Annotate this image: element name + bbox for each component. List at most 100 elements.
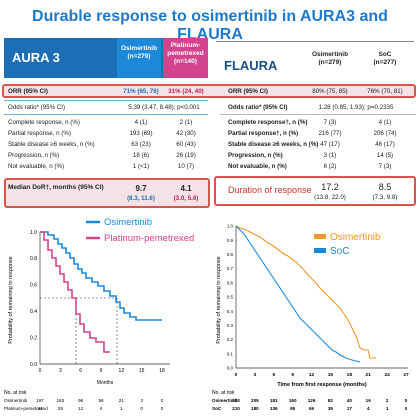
risk-title: No. at risk bbox=[212, 390, 235, 396]
risk-value: 1 bbox=[120, 406, 123, 411]
risk-value: 95 bbox=[290, 406, 296, 411]
divider bbox=[220, 114, 416, 115]
orr-label: ORR (95% CI) bbox=[8, 88, 48, 95]
y-tick-label: 0.9 bbox=[227, 238, 234, 243]
dor-platinum-ci: (3.0, 5.6) bbox=[173, 195, 199, 202]
risk-value: 0 bbox=[161, 406, 164, 411]
response-value-arm1: 7 (3) bbox=[323, 119, 337, 126]
flaura-osimertinib-column-header: Osimertinib (n=279) bbox=[300, 51, 360, 67]
risk-value: 2 bbox=[386, 398, 389, 403]
aura3-osimertinib-column-header: Osimertinib (n=279) bbox=[117, 38, 161, 78]
x-tick-label: 12 bbox=[119, 368, 125, 374]
response-label: Partial response, n (%) bbox=[8, 130, 71, 137]
risk-value: 126 bbox=[308, 398, 316, 403]
y-tick-label: 0.2 bbox=[30, 335, 37, 341]
y-axis-label: Probability of remaining in response bbox=[8, 256, 14, 343]
flaura-top-rule bbox=[216, 41, 414, 42]
y-tick-label: 0.8 bbox=[30, 256, 37, 262]
orr-platinum: 31% (24, 40) bbox=[168, 88, 204, 95]
x-axis-label: Months bbox=[97, 380, 114, 386]
x-tick-label: 18 bbox=[347, 372, 353, 378]
km-osimertinib-curve bbox=[40, 231, 162, 321]
risk-value: 17 bbox=[347, 406, 353, 411]
orr-highlight-band bbox=[2, 84, 416, 98]
risk-value: 180 bbox=[251, 406, 259, 411]
x-tick-label: 9 bbox=[100, 368, 103, 374]
km-platinum-curve bbox=[40, 231, 110, 353]
x-tick-label: 12 bbox=[309, 372, 315, 378]
response-value-arm1: 63 (23) bbox=[131, 141, 151, 148]
risk-title: No. at risk bbox=[4, 390, 27, 396]
response-value-arm2: 7 (3) bbox=[378, 163, 392, 170]
col-label: Osimertinib bbox=[120, 45, 158, 52]
response-label: Complete response†, n (%) bbox=[228, 119, 308, 126]
col-n: (n=277) bbox=[373, 59, 397, 66]
aura3-title: AURA 3 bbox=[12, 50, 60, 65]
col-label: SoC bbox=[378, 51, 392, 58]
dor-osimertinib-ci: (8.3, 11.6) bbox=[127, 195, 155, 202]
orr-osimertinib: 71% (65, 76) bbox=[123, 88, 159, 95]
col-label: Platinum- bbox=[170, 42, 201, 49]
response-value-arm2: 14 (5) bbox=[376, 152, 394, 159]
risk-value: 39 bbox=[328, 406, 334, 411]
col-n: (n=140) bbox=[174, 58, 197, 65]
risk-row-label: Osimertinib bbox=[212, 398, 238, 403]
y-tick-label: 0.4 bbox=[30, 309, 37, 315]
legend-label-osimertinib: Osimertinib bbox=[104, 217, 152, 228]
risk-value: 136 bbox=[270, 406, 278, 411]
dor-osimertinib: 9.7 bbox=[135, 184, 147, 193]
x-tick-label: 3 bbox=[254, 372, 257, 378]
x-tick-label: 27 bbox=[403, 372, 409, 378]
col-n: (n=279) bbox=[318, 59, 342, 66]
response-label: Partial response†, n (%) bbox=[228, 130, 299, 137]
response-value-arm1: 6 (2) bbox=[323, 163, 337, 170]
response-value-arm2: 206 (74) bbox=[373, 130, 397, 137]
risk-value: 160 bbox=[289, 398, 297, 403]
risk-value: 197 bbox=[36, 398, 44, 403]
odds-value: 1.28 (0.85, 1.93); p=0.2335 bbox=[318, 104, 394, 111]
flaura-title: FLAURA bbox=[224, 58, 278, 73]
x-tick-label: 18 bbox=[159, 368, 165, 374]
response-value-arm2: 60 (43) bbox=[176, 141, 196, 148]
risk-row-label: Osimertinib bbox=[4, 398, 28, 403]
risk-value: 1 bbox=[386, 406, 389, 411]
risk-value: 210 bbox=[232, 406, 240, 411]
flaura-soc-column-header: SoC (n=277) bbox=[358, 51, 412, 67]
response-value-arm2: 10 (7) bbox=[177, 163, 195, 170]
response-value-arm1: 3 (1) bbox=[323, 152, 337, 159]
y-tick-label: 0.0 bbox=[227, 366, 234, 371]
response-value-arm2: 26 (19) bbox=[176, 152, 196, 159]
y-tick-label: 0.6 bbox=[30, 283, 37, 289]
response-value-arm1: 193 (69) bbox=[129, 130, 153, 137]
x-tick-label: 9 bbox=[291, 372, 294, 378]
risk-value: 4 bbox=[100, 406, 103, 411]
flaura-dor-label: Duration of response bbox=[228, 185, 312, 195]
km-soc-curve bbox=[235, 225, 361, 363]
dor-osimertinib: 17.2 bbox=[321, 182, 339, 192]
risk-value: 223 bbox=[232, 398, 240, 403]
y-tick-label: 0.7 bbox=[227, 266, 234, 271]
response-value-arm1: 47 (17) bbox=[320, 141, 340, 148]
x-tick-label: 15 bbox=[139, 368, 145, 374]
response-value-arm2: 46 (17) bbox=[375, 141, 395, 148]
y-tick-label: 0.4 bbox=[227, 309, 234, 314]
response-label: Not evaluable, n (%) bbox=[8, 163, 65, 170]
y-tick-label: 0.6 bbox=[227, 280, 234, 285]
orr-soc: 76% (70, 81) bbox=[367, 88, 403, 95]
y-tick-label: 0.8 bbox=[227, 252, 234, 257]
response-value-arm1: 4 (1) bbox=[134, 119, 148, 126]
risk-value: 163 bbox=[56, 398, 64, 403]
legend-label-osimertinib: Osimertinib bbox=[330, 232, 381, 243]
x-tick-label: 21 bbox=[366, 372, 372, 378]
response-label: Complete response, n (%) bbox=[8, 119, 80, 126]
col-label: Osimertinib bbox=[311, 51, 349, 58]
response-label: Progression, n (%) bbox=[228, 152, 283, 159]
divider bbox=[4, 114, 208, 115]
col-label-2: pemetrexed bbox=[167, 50, 204, 57]
risk-value: 29 bbox=[58, 406, 64, 411]
risk-value: 3 bbox=[140, 398, 143, 403]
risk-value: 21 bbox=[119, 398, 125, 403]
risk-value: 0 bbox=[405, 406, 408, 411]
response-label: Stable disease ≥6 weeks, n (%) bbox=[228, 141, 319, 148]
response-value-arm2: 2 (1) bbox=[179, 119, 193, 126]
